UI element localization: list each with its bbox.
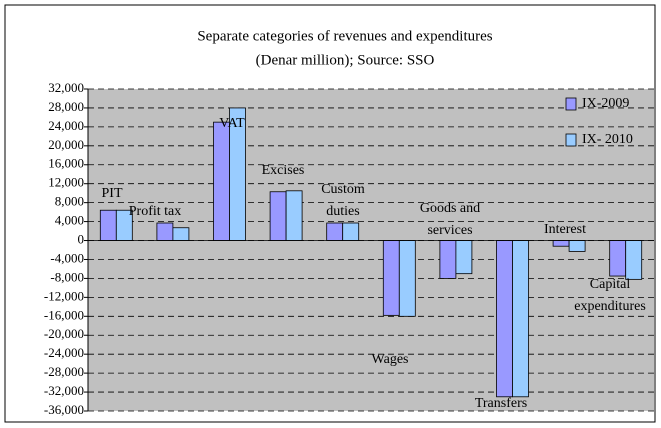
bar: [552, 240, 570, 247]
bar: [512, 240, 529, 398]
bar: [382, 240, 400, 316]
category-label: Custom duties: [321, 182, 365, 219]
legend-swatch: [565, 97, 577, 111]
bar: [496, 240, 513, 398]
category-label: Capital expenditures: [574, 277, 646, 314]
y-tick-label: 0: [78, 232, 85, 247]
category-label: Wages: [371, 352, 409, 367]
y-tick-label: -20,000: [44, 326, 84, 341]
bar: [609, 240, 627, 277]
y-tick-label: -8,000: [50, 269, 84, 284]
y-tick-label: 20,000: [48, 137, 84, 152]
bar: [156, 222, 174, 241]
category-label: VAT: [219, 116, 245, 131]
category-label: PIT: [101, 186, 123, 201]
y-tick-label: -32,000: [44, 383, 84, 398]
category-label: Transfers: [474, 396, 528, 411]
chart-title: Separate categories of revenues and expe…: [197, 28, 492, 44]
plot-area: [88, 89, 654, 411]
bar: [269, 191, 287, 241]
category-label: Interest: [544, 222, 586, 237]
y-tick-label: 8,000: [55, 194, 84, 209]
y-tick-label: 12,000: [48, 175, 84, 190]
category-label: Excises: [261, 163, 305, 178]
bar: [213, 121, 230, 241]
y-tick-label: -36,000: [44, 402, 84, 417]
bar: [285, 190, 303, 241]
y-tick-label: -28,000: [44, 364, 84, 379]
y-tick-label: -4,000: [50, 250, 84, 265]
legend-label: IX-2009: [582, 96, 629, 111]
y-tick-label: 32,000: [48, 80, 84, 95]
y-tick-label: 28,000: [48, 99, 84, 114]
y-tick-label: 4,000: [55, 213, 84, 228]
bar: [342, 222, 360, 241]
bar: [439, 240, 457, 279]
y-tick-label: 24,000: [48, 118, 84, 133]
y-tick-label: -24,000: [44, 345, 84, 360]
category-label: Goods and services: [419, 201, 481, 238]
y-tick-label: -12,000: [44, 288, 84, 303]
chart-subtitle: (Denar million); Source: SSO: [256, 52, 435, 68]
y-tick-label: -16,000: [44, 307, 84, 322]
bar: [326, 222, 344, 241]
bar: [455, 240, 473, 275]
bar: [568, 240, 586, 252]
bar: [398, 240, 416, 317]
legend-label: IX- 2010: [582, 132, 633, 147]
bar: [172, 227, 190, 241]
category-label: Profit tax: [128, 204, 182, 219]
bar: [99, 209, 117, 241]
y-tick-label: 16,000: [48, 156, 84, 171]
legend-swatch: [565, 133, 577, 147]
